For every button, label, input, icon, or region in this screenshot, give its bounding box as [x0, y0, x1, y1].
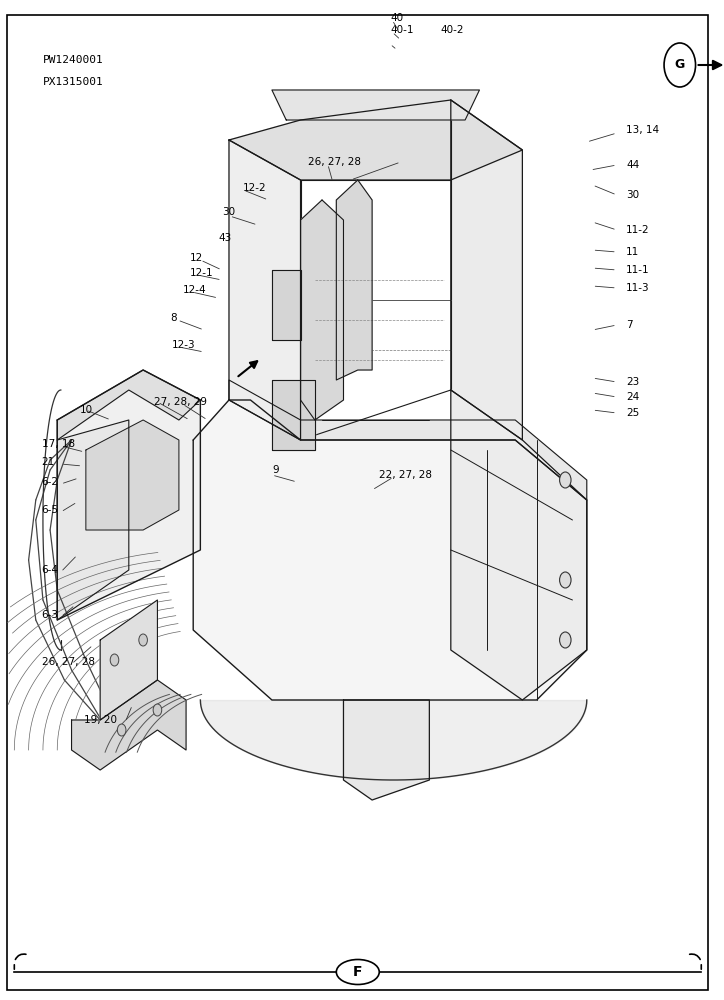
Text: 40-1: 40-1 [390, 25, 413, 35]
Text: 6-4: 6-4 [41, 565, 59, 575]
Text: 40: 40 [390, 13, 403, 23]
Text: 21: 21 [41, 457, 55, 467]
Text: 26, 27, 28: 26, 27, 28 [41, 657, 95, 667]
Polygon shape [451, 390, 586, 700]
Circle shape [139, 634, 148, 646]
Text: 11-3: 11-3 [626, 283, 649, 293]
Text: PW1240001: PW1240001 [43, 55, 104, 65]
Text: 25: 25 [626, 408, 639, 418]
Text: 30: 30 [222, 207, 235, 217]
Text: 23: 23 [626, 377, 639, 387]
Ellipse shape [337, 960, 379, 984]
Polygon shape [229, 100, 523, 180]
Polygon shape [272, 90, 479, 120]
Circle shape [153, 704, 161, 716]
Polygon shape [343, 700, 429, 800]
Text: 12-1: 12-1 [190, 268, 214, 278]
Polygon shape [272, 380, 315, 450]
Polygon shape [100, 600, 157, 720]
Text: 12-3: 12-3 [172, 340, 195, 350]
Circle shape [117, 724, 126, 736]
Circle shape [110, 654, 119, 666]
Text: 12-2: 12-2 [243, 183, 267, 193]
Text: 11-2: 11-2 [626, 225, 649, 235]
Circle shape [560, 632, 571, 648]
Text: 11-1: 11-1 [626, 265, 649, 275]
Text: 11: 11 [626, 247, 639, 257]
Text: 12: 12 [190, 253, 203, 263]
Text: PX1315001: PX1315001 [43, 77, 104, 87]
Text: 30: 30 [626, 190, 639, 200]
Polygon shape [57, 370, 201, 440]
Text: 7: 7 [626, 320, 633, 330]
Text: 13, 14: 13, 14 [626, 125, 660, 135]
Polygon shape [337, 180, 372, 380]
Circle shape [560, 472, 571, 488]
Text: 8: 8 [170, 313, 177, 323]
Text: 10: 10 [80, 405, 93, 415]
Circle shape [560, 572, 571, 588]
Text: 40-2: 40-2 [440, 25, 463, 35]
Text: 12-4: 12-4 [182, 285, 206, 295]
Polygon shape [451, 100, 523, 440]
Polygon shape [229, 140, 300, 440]
Text: 27, 28, 29: 27, 28, 29 [154, 397, 207, 407]
Polygon shape [300, 200, 343, 420]
Text: 44: 44 [626, 160, 639, 170]
Text: 22, 27, 28: 22, 27, 28 [379, 470, 432, 480]
Polygon shape [229, 380, 586, 500]
Polygon shape [193, 400, 586, 700]
Text: 6-5: 6-5 [41, 505, 59, 515]
Text: 19, 20: 19, 20 [85, 715, 117, 725]
Text: F: F [353, 965, 363, 979]
Polygon shape [57, 420, 129, 620]
Polygon shape [57, 370, 201, 620]
Text: 24: 24 [626, 392, 639, 402]
Polygon shape [72, 680, 186, 770]
Text: 26, 27, 28: 26, 27, 28 [308, 157, 361, 167]
Text: G: G [675, 58, 685, 72]
Polygon shape [86, 420, 179, 530]
Circle shape [664, 43, 696, 87]
Text: 9: 9 [272, 465, 279, 475]
Text: 6-2: 6-2 [41, 477, 59, 487]
Text: 6-3: 6-3 [41, 610, 59, 620]
Polygon shape [272, 270, 300, 340]
Text: 17, 18: 17, 18 [41, 439, 75, 449]
Text: 43: 43 [218, 233, 232, 243]
